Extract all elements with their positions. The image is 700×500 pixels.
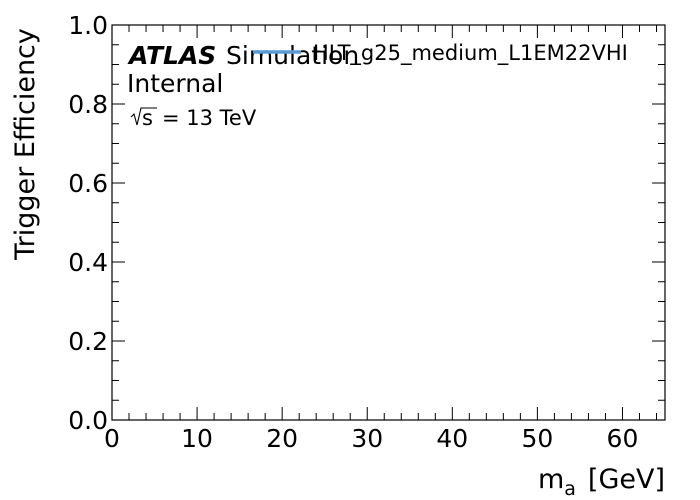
x-axis-title-main: m bbox=[538, 464, 564, 495]
x-tick-label: 60 bbox=[607, 424, 639, 453]
simulation-label: Simulation bbox=[226, 41, 359, 70]
x-tick-label: 20 bbox=[266, 424, 298, 453]
y-tick-label: 0.8 bbox=[68, 90, 108, 119]
axis-ticks bbox=[111, 24, 665, 421]
legend-label: HLT_g25_medium_L1EM22VHI bbox=[313, 41, 628, 66]
x-tick-label: 0 bbox=[104, 424, 120, 453]
plot-frame bbox=[111, 24, 666, 421]
x-tick-label: 30 bbox=[351, 424, 383, 453]
y-tick-label: 0.0 bbox=[68, 406, 108, 435]
atlas-label: ATLAS bbox=[127, 41, 216, 70]
y-tick-label: 0.2 bbox=[68, 327, 108, 356]
energy-label: = 13 TeV bbox=[162, 106, 257, 130]
x-axis-title: ma [GeV] bbox=[538, 464, 665, 500]
internal-label: Internal bbox=[127, 69, 223, 98]
energy-s-letter: s bbox=[142, 106, 153, 130]
x-tick-label: 40 bbox=[436, 424, 468, 453]
x-axis-title-unit: [GeV] bbox=[588, 464, 665, 495]
sqrt-radical bbox=[130, 107, 157, 126]
x-tick-label: 10 bbox=[181, 424, 213, 453]
y-axis-title: Trigger Efficiency bbox=[10, 28, 41, 261]
axis-tick-labels: 0 10 20 30 40 50 60 0.0 0.2 0.4 0.6 0.8 1.0 bbox=[68, 11, 638, 453]
y-tick-label: 0.6 bbox=[68, 169, 108, 198]
y-tick-label: 1.0 bbox=[68, 11, 108, 40]
x-tick-label: 50 bbox=[521, 424, 553, 453]
y-tick-label: 0.4 bbox=[68, 248, 108, 277]
x-axis-title-subscript: a bbox=[564, 478, 576, 500]
